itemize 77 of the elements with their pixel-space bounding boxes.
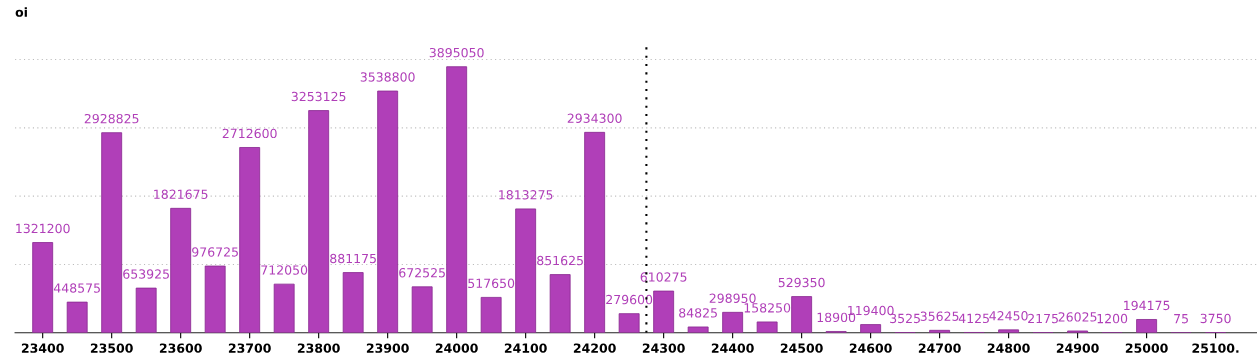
data-label: 2712600 — [222, 128, 277, 139]
x-tick-label: 24300 — [642, 343, 685, 353]
bar — [32, 242, 54, 333]
x-tick-label: 24500 — [780, 343, 823, 353]
x-tick-label: 24700 — [918, 343, 961, 353]
x-tick-label: 24900 — [1056, 343, 1099, 353]
data-label: 194175 — [1124, 300, 1170, 311]
data-label: 75 — [1174, 314, 1188, 324]
data-label: 3895050 — [429, 47, 484, 58]
data-label: 517650 — [468, 278, 515, 289]
data-label: 672525 — [399, 268, 445, 278]
x-tick-label: 24000 — [435, 343, 478, 353]
bar — [515, 208, 537, 333]
bar — [860, 324, 882, 333]
bar — [618, 313, 640, 333]
data-label: 3750 — [1200, 313, 1231, 324]
data-label: 2928825 — [84, 113, 139, 124]
bar — [446, 66, 468, 333]
x-tick-label: 23500 — [90, 343, 133, 353]
data-label: 1321200 — [16, 223, 70, 234]
data-label: 26025 — [1058, 312, 1097, 322]
x-tick-label: 23600 — [159, 343, 202, 353]
bar — [756, 321, 778, 333]
data-label: 1813275 — [499, 190, 553, 200]
x-tick-label: 23800 — [297, 343, 340, 353]
x-tick-label: 24200 — [573, 343, 616, 353]
bar — [239, 147, 261, 333]
data-label: 529350 — [778, 277, 825, 288]
bar — [377, 90, 399, 333]
bar — [66, 301, 88, 333]
data-label: 653925 — [123, 269, 169, 279]
x-tick-label: 25000 — [1125, 343, 1168, 353]
bar — [1136, 319, 1158, 333]
bar — [273, 283, 295, 333]
bar — [584, 131, 606, 333]
data-label: 298950 — [709, 293, 756, 303]
bar — [722, 311, 744, 333]
bar — [653, 290, 675, 333]
bar — [549, 274, 571, 333]
x-tick-label: 23700 — [228, 343, 271, 353]
x-tick-label: 23400 — [21, 343, 64, 353]
data-label: 712050 — [261, 265, 308, 275]
data-label: 35625 — [920, 311, 959, 321]
bar — [998, 329, 1020, 333]
bar — [411, 286, 433, 333]
data-label: 3538800 — [360, 72, 415, 82]
data-label: 448575 — [53, 283, 100, 293]
data-label: 2934300 — [567, 113, 622, 123]
y-axis-title: oi — [15, 7, 27, 17]
data-label: 279600 — [606, 294, 653, 305]
bar — [135, 287, 157, 333]
data-label: 2175 — [1028, 313, 1058, 324]
data-label: 4125 — [958, 313, 989, 324]
data-label: 84825 — [679, 308, 717, 318]
data-label: 610275 — [640, 272, 687, 282]
x-tick-label: 24400 — [711, 343, 754, 353]
data-label: 42450 — [989, 311, 1028, 321]
x-tick-label: 23900 — [366, 343, 409, 353]
x-tick-label: 24600 — [849, 343, 892, 353]
bar — [204, 265, 226, 333]
data-label: 1821675 — [154, 189, 208, 199]
bar — [687, 326, 709, 333]
bar — [101, 132, 123, 333]
x-tick-label: 24100 — [504, 343, 547, 353]
bar — [791, 296, 813, 333]
data-label: 976725 — [192, 247, 238, 257]
data-label: 1200 — [1097, 313, 1128, 324]
bar — [342, 272, 364, 333]
data-label: 3253125 — [291, 91, 346, 102]
x-tick-label: 24800 — [987, 343, 1030, 353]
data-label: 881175 — [330, 253, 376, 264]
data-label: 158250 — [744, 303, 791, 313]
data-label: 851625 — [537, 255, 583, 266]
bar — [170, 207, 192, 333]
bar — [480, 296, 502, 333]
x-tick-label: 25100. — [1192, 343, 1239, 353]
bar — [308, 110, 330, 333]
